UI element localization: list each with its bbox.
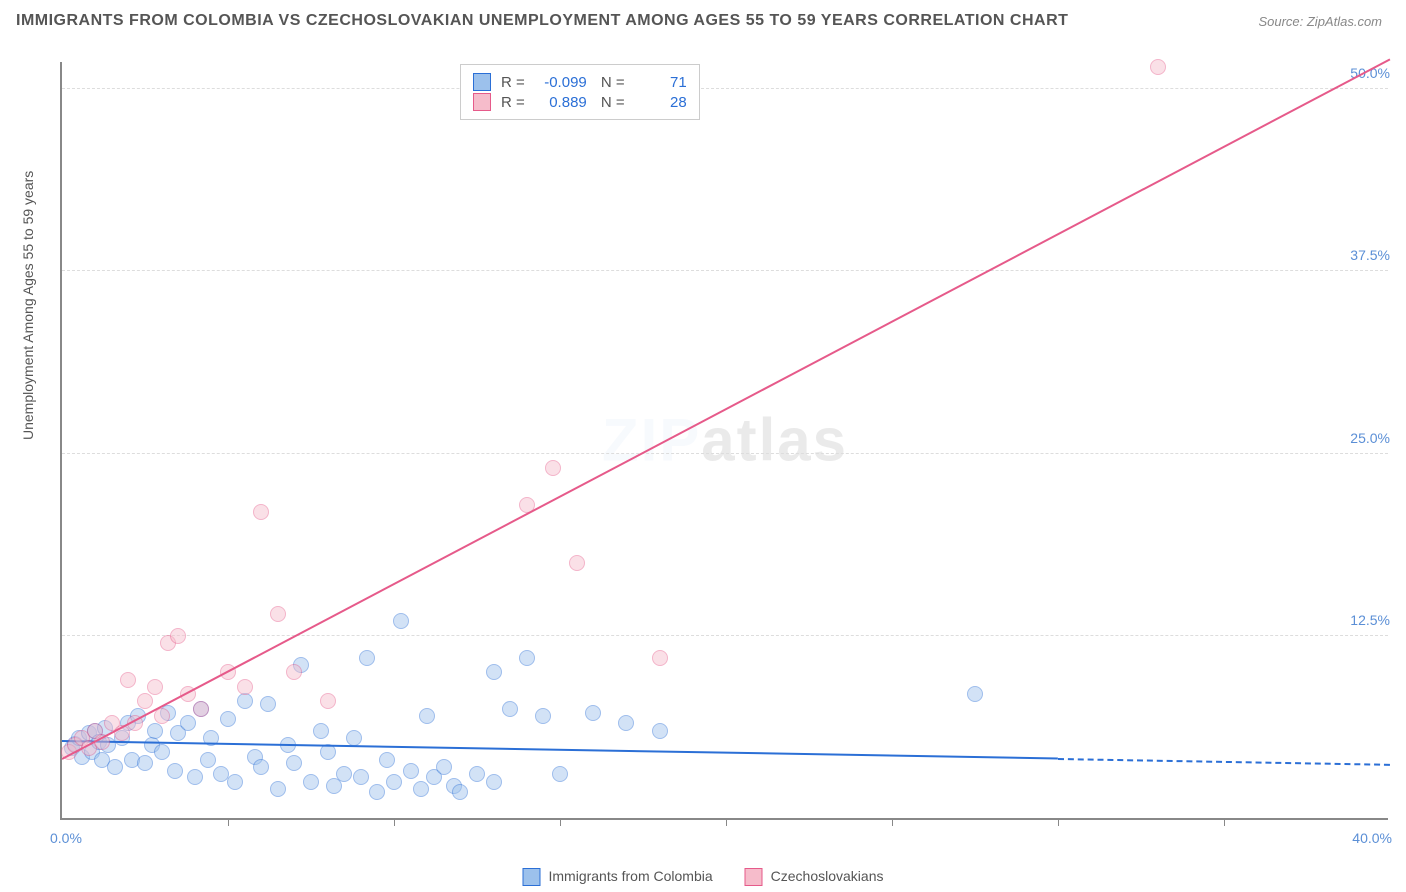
data-point [227,774,243,790]
data-point [237,679,253,695]
x-tick [1224,818,1225,826]
data-point [436,759,452,775]
data-point [545,460,561,476]
source-attribution: Source: ZipAtlas.com [1258,14,1382,29]
y-tick-label: 37.5% [1344,247,1390,263]
data-point [147,679,163,695]
data-point [403,763,419,779]
data-point [170,628,186,644]
x-tick [228,818,229,826]
data-point [270,781,286,797]
data-point [419,708,435,724]
legend-swatch-2 [473,93,491,111]
data-point [353,769,369,785]
data-point [379,752,395,768]
plot-area: ZIPatlas 0.0% 40.0% 12.5%25.0%37.5%50.0% [60,62,1388,820]
data-point [260,696,276,712]
data-point [137,755,153,771]
gridline [62,270,1388,271]
data-point [386,774,402,790]
data-point [469,766,485,782]
data-point [652,650,668,666]
data-point [585,705,601,721]
data-point [237,693,253,709]
data-point [967,686,983,702]
data-point [303,774,319,790]
data-point [535,708,551,724]
data-point [220,711,236,727]
data-point [286,664,302,680]
x-tick [560,818,561,826]
data-point [180,715,196,731]
y-tick-label: 25.0% [1344,430,1390,446]
x-tick [892,818,893,826]
data-point [346,730,362,746]
data-point [120,672,136,688]
data-point [486,664,502,680]
data-point [107,759,123,775]
data-point [393,613,409,629]
x-tick [394,818,395,826]
data-point [187,769,203,785]
data-point [154,744,170,760]
legend-swatch-1 [473,73,491,91]
legend-swatch-icon [745,868,763,886]
legend-row-series-2: R =0.889 N =28 [473,93,687,111]
data-point [320,744,336,760]
data-point [147,723,163,739]
data-point [270,606,286,622]
data-point [167,763,183,779]
y-axis-title: Unemployment Among Ages 55 to 59 years [20,171,36,440]
chart-title: IMMIGRANTS FROM COLOMBIA VS CZECHOSLOVAK… [16,12,1068,30]
data-point [552,766,568,782]
x-axis-min-label: 0.0% [50,830,82,846]
data-point [200,752,216,768]
legend-swatch-icon [523,868,541,886]
gridline [62,453,1388,454]
data-point [519,650,535,666]
data-point [313,723,329,739]
data-point [652,723,668,739]
data-point [320,693,336,709]
data-point [618,715,634,731]
watermark: ZIPatlas [602,406,848,475]
data-point [452,784,468,800]
data-point [502,701,518,717]
x-axis-max-label: 40.0% [1352,830,1392,846]
trend-line [1058,758,1390,766]
x-tick [1058,818,1059,826]
data-point [413,781,429,797]
data-point [137,693,153,709]
data-point [369,784,385,800]
legend-item-series-1: Immigrants from Colombia [523,868,713,886]
gridline [62,88,1388,89]
correlation-legend: R =-0.099 N =71 R =0.889 N =28 [460,64,700,120]
x-tick [726,818,727,826]
data-point [569,555,585,571]
data-point [359,650,375,666]
series-legend: Immigrants from Colombia Czechoslovakian… [523,868,884,886]
data-point [336,766,352,782]
data-point [286,755,302,771]
trend-line [62,58,1391,759]
legend-row-series-1: R =-0.099 N =71 [473,73,687,91]
legend-item-series-2: Czechoslovakians [745,868,884,886]
data-point [253,504,269,520]
y-tick-label: 12.5% [1344,612,1390,628]
gridline [62,635,1388,636]
data-point [1150,59,1166,75]
data-point [193,701,209,717]
data-point [253,759,269,775]
data-point [486,774,502,790]
